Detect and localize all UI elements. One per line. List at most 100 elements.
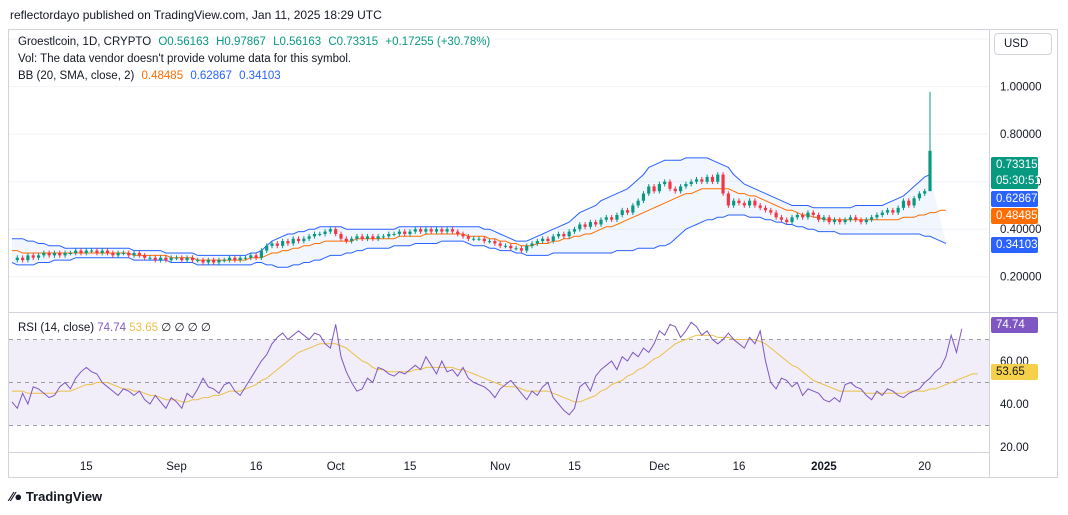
bb-basis-value: 0.48485 xyxy=(141,70,184,82)
candle-body xyxy=(748,200,752,206)
candle-body xyxy=(408,231,412,234)
candle-body xyxy=(434,229,439,232)
candle-body xyxy=(907,200,911,206)
candle-body xyxy=(387,233,391,237)
bb-legend[interactable]: BB (20, SMA, close, 2) 0.48485 0.62867 0… xyxy=(18,70,285,82)
candle-body xyxy=(615,214,619,220)
bb-upper-value: 0.62867 xyxy=(190,70,232,82)
candle-body xyxy=(498,243,502,246)
time-axis-tick: 20 xyxy=(918,461,931,473)
candle-body xyxy=(259,250,263,258)
chart-frame xyxy=(8,29,1058,478)
candle-body xyxy=(296,238,301,242)
candle-body xyxy=(350,238,354,242)
candle-body xyxy=(625,210,630,213)
candle-body xyxy=(816,214,821,220)
bb-lower-line xyxy=(11,214,947,268)
pane-separator[interactable] xyxy=(8,312,1058,313)
candle-body xyxy=(880,212,884,215)
candle-body xyxy=(588,222,592,227)
candle-body xyxy=(238,257,242,261)
candle-body xyxy=(843,219,847,223)
candle-body xyxy=(381,236,386,238)
candle-body xyxy=(525,245,529,251)
candle-body xyxy=(302,238,306,242)
candle-body xyxy=(753,200,757,206)
time-axis-tick: Nov xyxy=(490,461,511,473)
candle-body xyxy=(514,248,518,250)
candle-body xyxy=(153,257,157,261)
candle-body xyxy=(185,257,189,261)
candle-body xyxy=(291,238,295,244)
candle-body xyxy=(413,229,417,232)
ohlc-low: L0.56163 xyxy=(273,36,322,48)
candle-body xyxy=(456,231,460,234)
candle-body xyxy=(227,257,232,261)
rsi-axis-tick: 40.00 xyxy=(1000,399,1029,411)
candle-body xyxy=(806,212,810,218)
candle-body xyxy=(689,181,693,185)
candle-body xyxy=(243,257,248,259)
symbol-title: Groestlcoin, 1D, CRYPTO xyxy=(18,36,152,48)
candle-body xyxy=(74,250,78,253)
candle-body xyxy=(668,181,672,189)
candle-body xyxy=(158,257,163,261)
candle-body xyxy=(21,257,25,261)
tradingview-logo-icon: ⁄⁄● xyxy=(10,489,23,504)
currency-button[interactable]: USD xyxy=(994,33,1052,55)
candle-body xyxy=(68,252,72,254)
symbol-legend[interactable]: Groestlcoin, 1D, CRYPTO O0.56163 H0.9786… xyxy=(18,36,494,48)
price-tag-bb-lower: 0.34103 xyxy=(991,237,1038,253)
candle-body xyxy=(318,233,322,235)
candle-body xyxy=(604,217,608,220)
candle-body xyxy=(583,224,587,227)
candle-body xyxy=(891,210,895,213)
candle-body xyxy=(116,252,120,256)
candle-body xyxy=(827,217,831,223)
time-axis-tick: 16 xyxy=(250,461,263,473)
candle-body xyxy=(275,243,279,246)
rsi-extra-values: ∅ ∅ ∅ ∅ xyxy=(161,322,211,334)
candle-body xyxy=(928,150,932,192)
candle-body xyxy=(371,236,375,239)
candle-body xyxy=(742,203,746,206)
candle-body xyxy=(100,250,104,253)
candle-body xyxy=(26,255,30,261)
candle-body xyxy=(132,252,136,256)
candle-body xyxy=(95,250,99,253)
time-axis-tick: 2025 xyxy=(811,461,837,473)
price-tag-bb-basis: 0.48485 xyxy=(991,208,1038,224)
candle-body xyxy=(838,219,842,223)
candle-body xyxy=(392,233,396,235)
candle-body xyxy=(472,238,476,240)
candle-body xyxy=(169,257,173,261)
candle-body xyxy=(801,214,805,218)
ohlc-high: H0.97867 xyxy=(216,36,266,48)
candle-body xyxy=(201,260,205,263)
candle-body xyxy=(461,233,465,237)
candle-body xyxy=(737,200,741,204)
candle-body xyxy=(774,212,778,218)
candle-body xyxy=(673,188,677,192)
bb-lower-value: 0.34103 xyxy=(239,70,281,82)
rsi-legend[interactable]: RSI (14, close) 74.74 53.65 ∅ ∅ ∅ ∅ xyxy=(18,320,211,334)
candle-body xyxy=(620,210,624,215)
bb-upper-line xyxy=(12,157,931,256)
candle-body xyxy=(923,191,927,194)
candle-body xyxy=(254,255,258,258)
bar-countdown: 05:30:51 xyxy=(996,175,1041,187)
candle-body xyxy=(15,257,19,261)
candle-body xyxy=(127,252,131,256)
candle-body xyxy=(578,224,582,230)
candle-body xyxy=(105,250,110,253)
tradingview-brand[interactable]: ⁄⁄● TradingView xyxy=(10,489,102,504)
time-axis-tick: 15 xyxy=(568,461,581,473)
candle-body xyxy=(403,231,407,234)
rsi-axis-tick: 20.00 xyxy=(1000,442,1029,454)
candle-body xyxy=(503,245,508,247)
candle-body xyxy=(694,179,699,182)
candle-body xyxy=(811,212,815,215)
candle-body xyxy=(726,193,730,206)
candle-body xyxy=(785,219,789,223)
